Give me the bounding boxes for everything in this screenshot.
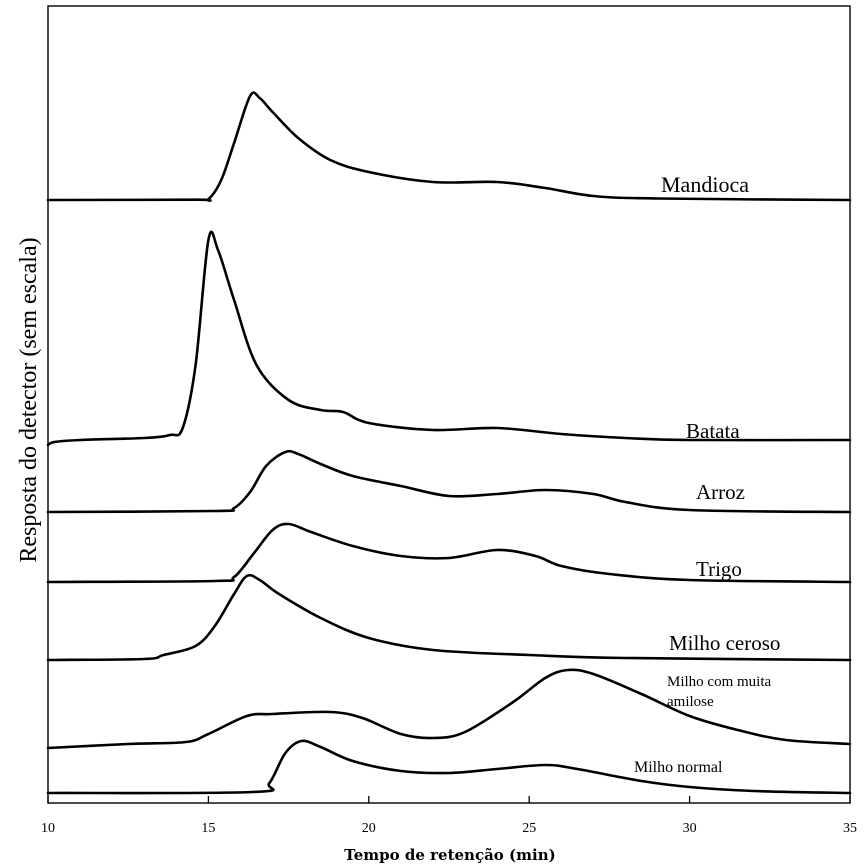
label-mandioca: Mandioca: [661, 172, 749, 197]
curves: [46, 91, 852, 795]
x-axis-ticks: 10 15 20 25 30 35: [41, 796, 857, 836]
x-tick-label: 35: [843, 821, 857, 836]
label-milho-normal: Milho normal: [634, 759, 723, 776]
label-milho-amilose-line1: Milho com muita: [667, 674, 772, 690]
curve-milho-ceroso: [46, 573, 852, 662]
y-axis-label: Resposta do detector (sem escala): [16, 237, 42, 562]
label-milho-ceroso: Milho ceroso: [669, 631, 780, 655]
label-milho-amilose-line2: amilose: [667, 694, 714, 710]
label-trigo: Trigo: [696, 557, 742, 581]
curve-milho-normal: [46, 739, 852, 795]
x-tick-label: 20: [362, 821, 376, 836]
x-tick-label: 30: [683, 821, 697, 836]
label-arroz: Arroz: [696, 480, 745, 504]
x-tick-label: 10: [41, 821, 55, 836]
x-axis-label: Tempo de retenção (min): [344, 846, 555, 864]
curve-mandioca: [46, 91, 852, 202]
x-tick-label: 15: [201, 821, 215, 836]
curve-arroz: [46, 449, 852, 514]
label-batata: Batata: [686, 419, 740, 443]
curve-milho-com-muita-amilose: [46, 668, 852, 750]
curve-batata: [46, 230, 852, 447]
curve-trigo: [46, 522, 852, 584]
plot-frame: [47, 5, 851, 804]
x-tick-label: 25: [522, 821, 536, 836]
